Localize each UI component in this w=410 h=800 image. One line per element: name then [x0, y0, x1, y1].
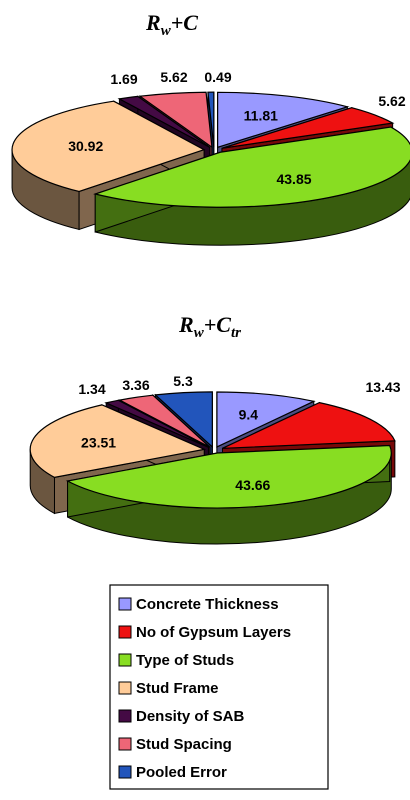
data-label-no-of-gypsum-layers: 13.43 — [365, 379, 400, 395]
slice-top-density-of-sab — [117, 95, 211, 148]
pie-chart-rwc — [11, 91, 410, 246]
slice-top-no-of-gypsum-layers — [221, 107, 395, 149]
legend-item-concrete-thickness: Concrete Thickness — [118, 596, 279, 613]
legend-swatch — [118, 709, 132, 723]
legend-label: Concrete Thickness — [136, 596, 279, 613]
legend-box — [109, 584, 329, 790]
data-labels-rwctr: 9.4 13.43 43.66 23.51 1.34 3.36 5.3 — [78, 373, 400, 493]
slice-top-density-of-sab — [104, 399, 209, 448]
data-label-density-of-sab: 1.69 — [110, 71, 137, 87]
legend-item-type-of-studs: Type of Studs — [118, 652, 234, 669]
slice-top-pooled-error — [154, 391, 213, 449]
data-label-stud-frame: 30.92 — [68, 138, 103, 154]
slice-top-type-of-studs — [93, 126, 410, 208]
slice-top-stud-spacing — [138, 91, 213, 149]
legend-item-density-of-sab: Density of SAB — [118, 708, 245, 725]
legend-label: Stud Spacing — [136, 736, 232, 753]
legend-item-stud-frame: Stud Frame — [118, 680, 219, 697]
legend-label: No of Gypsum Layers — [136, 624, 291, 641]
legend: Concrete Thickness No of Gypsum Layers Typ… — [109, 584, 329, 790]
legend-swatch — [118, 765, 132, 779]
legend-label: Density of SAB — [136, 708, 245, 725]
data-label-concrete-thickness: 9.4 — [239, 406, 259, 422]
slice-top-stud-frame — [11, 100, 206, 193]
legend-swatch — [118, 737, 132, 751]
legend-swatch — [118, 681, 132, 695]
pie-chart-rwctr — [29, 391, 396, 545]
slice-top-no-of-gypsum-layers — [222, 402, 396, 449]
legend-label: Pooled Error — [136, 764, 227, 781]
data-label-pooled-error: 5.3 — [173, 373, 193, 389]
legend-item-pooled-error: Pooled Error — [118, 764, 227, 781]
data-label-pooled-error: 0.49 — [204, 69, 231, 85]
slice-top-concrete-thickness — [217, 91, 350, 149]
legend-label: Type of Studs — [136, 652, 234, 669]
chart-title-rwc: Rw+C — [145, 10, 198, 39]
legend-item-stud-spacing: Stud Spacing — [118, 736, 232, 753]
slice-top-stud-frame — [29, 404, 207, 479]
data-label-type-of-studs: 43.66 — [235, 477, 270, 493]
data-label-no-of-gypsum-layers: 5.62 — [378, 93, 405, 109]
slice-top-type-of-studs — [65, 444, 392, 509]
legend-swatch — [118, 653, 132, 667]
data-label-stud-frame: 23.51 — [81, 434, 116, 450]
legend-swatch — [118, 597, 132, 611]
data-labels-rwc: 11.81 5.62 43.85 30.92 1.69 5.62 0.49 — [68, 69, 406, 187]
legend-label: Stud Frame — [136, 680, 219, 697]
data-label-type-of-studs: 43.85 — [276, 171, 311, 187]
data-label-density-of-sab: 1.34 — [78, 381, 105, 397]
slice-top-pooled-error — [207, 91, 215, 148]
slice-top-stud-spacing — [117, 394, 211, 448]
chart-title-rwctr: Rw+Ctr — [178, 312, 241, 341]
data-label-stud-spacing: 5.62 — [160, 69, 187, 85]
legend-swatch — [118, 625, 132, 639]
slice-top-concrete-thickness — [216, 391, 316, 448]
legend-item-no-of-gypsum-layers: No of Gypsum Layers — [118, 624, 291, 641]
data-label-stud-spacing: 3.36 — [122, 377, 149, 393]
data-label-concrete-thickness: 11.81 — [244, 108, 278, 124]
